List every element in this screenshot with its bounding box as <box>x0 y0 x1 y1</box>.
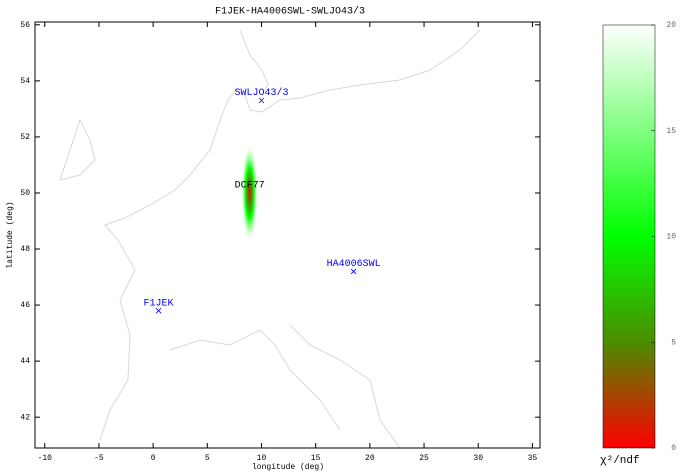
colorbar-tick-label: 0 <box>671 444 676 453</box>
point <box>350 268 357 275</box>
coastlines <box>59 29 481 449</box>
x-tick-label: -10 <box>38 454 53 463</box>
y-tick-label: 50 <box>20 189 30 198</box>
x-tick-label: 5 <box>205 454 210 463</box>
y-tick-label: 54 <box>20 77 30 86</box>
point-label: HA4006SWL <box>327 259 381 270</box>
y-tick-label: 42 <box>20 413 30 422</box>
x-tick-label: 25 <box>419 454 429 463</box>
chart-title: F1JEK-HA4006SWL-SWLJO43/3 <box>215 6 365 18</box>
colorbar-tick-label: 5 <box>671 338 676 347</box>
x-tick-label: 10 <box>257 454 267 463</box>
x-axis-label: longitude (deg) <box>252 463 324 472</box>
x-tick-label: -5 <box>94 454 104 463</box>
x-tick-label: 35 <box>528 454 538 463</box>
y-axis-label: latitude (deg) <box>6 201 15 268</box>
x-tick-label: 20 <box>365 454 375 463</box>
y-tick-label: 56 <box>20 21 30 30</box>
point <box>258 97 265 104</box>
colorbar-label: χ²/ndf <box>600 455 640 467</box>
y-tick-label: 52 <box>20 133 30 142</box>
colorbar-tick-label: 20 <box>666 21 676 30</box>
y-tick-label: 48 <box>20 245 30 254</box>
y-tick-label: 44 <box>20 357 30 366</box>
point-label: DCF77 <box>235 181 265 192</box>
point-marker <box>155 307 162 314</box>
colorbar-tick-label: 10 <box>666 233 676 242</box>
colorbar-tick-label: 15 <box>666 127 676 136</box>
x-tick-label: 15 <box>311 454 321 463</box>
point-marker <box>258 97 265 104</box>
y-tick-label: 46 <box>20 301 30 310</box>
point-label: SWLJO43/3 <box>234 87 288 99</box>
x-tick-label: 30 <box>473 454 483 463</box>
x-tick-label: 0 <box>151 454 156 463</box>
point <box>155 307 162 314</box>
fit-region <box>240 142 259 244</box>
plot-frame <box>34 21 541 449</box>
point-label: F1JEK <box>144 298 174 309</box>
point-marker <box>350 268 357 275</box>
colorbar <box>602 24 656 449</box>
